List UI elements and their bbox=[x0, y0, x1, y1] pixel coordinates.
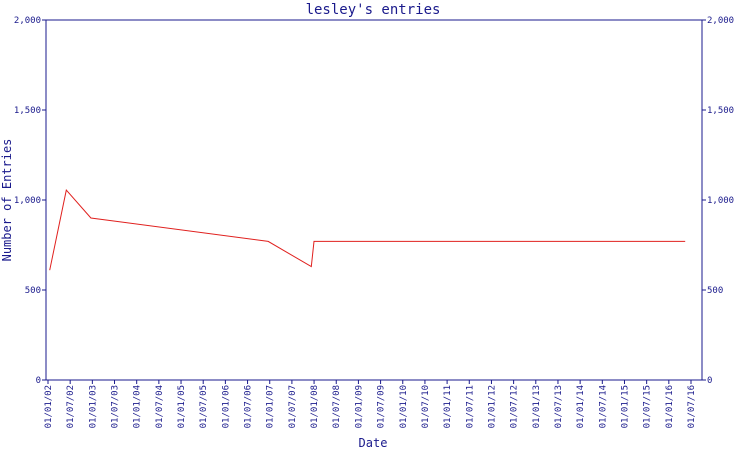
y-tick-label-right: 500 bbox=[707, 286, 723, 296]
y-axis-label: Number of Entries bbox=[0, 139, 14, 262]
y-tick-label-left: 2,000 bbox=[14, 16, 41, 26]
x-tick-label: 01/01/10 bbox=[399, 385, 409, 428]
x-tick-label: 01/01/15 bbox=[620, 385, 630, 428]
x-tick-label: 01/07/02 bbox=[66, 385, 76, 428]
x-tick-label: 01/01/07 bbox=[266, 385, 276, 428]
x-tick-label: 01/07/11 bbox=[465, 385, 475, 428]
x-tick-label: 01/01/02 bbox=[44, 385, 54, 428]
x-tick-label: 01/01/05 bbox=[177, 385, 187, 428]
y-tick-label-left: 1,500 bbox=[14, 106, 41, 116]
x-tick-label: 01/07/10 bbox=[421, 385, 431, 428]
chart-title: lesley's entries bbox=[306, 2, 441, 18]
x-tick-label: 01/07/05 bbox=[199, 385, 209, 428]
x-tick-label: 01/01/13 bbox=[532, 385, 542, 428]
x-tick-label: 01/07/04 bbox=[155, 385, 165, 428]
y-tick-label-left: 500 bbox=[25, 286, 41, 296]
x-tick-label: 01/07/08 bbox=[332, 385, 342, 428]
x-tick-label: 01/01/03 bbox=[88, 385, 98, 428]
x-tick-label: 01/01/16 bbox=[665, 385, 675, 428]
plot-frame bbox=[45, 19, 703, 381]
y-axis-ticks: 0 0 500 500 1,000 1,000 1,500 1,500 2,000 2,000 bbox=[14, 16, 734, 386]
y-tick-label-right: 2,000 bbox=[707, 16, 734, 26]
x-tick-label: 01/07/06 bbox=[244, 385, 254, 428]
series-line-0 bbox=[49, 189, 686, 271]
x-tick-label: 01/01/11 bbox=[443, 385, 453, 428]
y-tick-label-right: 0 bbox=[707, 376, 712, 386]
x-tick-label: 01/01/12 bbox=[487, 385, 497, 428]
y-tick-label-right: 1,000 bbox=[707, 196, 734, 206]
x-tick-label: 01/07/09 bbox=[377, 385, 387, 428]
x-tick-label: 01/07/03 bbox=[111, 385, 121, 428]
y-tick-label-left: 1,000 bbox=[14, 196, 41, 206]
x-axis-label: Date bbox=[359, 436, 388, 450]
x-tick-label: 01/01/09 bbox=[354, 385, 364, 428]
x-tick-label: 01/01/08 bbox=[310, 385, 320, 428]
x-tick-label: 01/01/06 bbox=[221, 385, 231, 428]
x-tick-label: 01/07/13 bbox=[554, 385, 564, 428]
x-tick-label: 01/07/14 bbox=[598, 385, 608, 428]
x-tick-label: 01/07/16 bbox=[687, 385, 697, 428]
x-tick-label: 01/07/12 bbox=[510, 385, 520, 428]
x-tick-label: 01/01/14 bbox=[576, 385, 586, 428]
y-tick-label-left: 0 bbox=[36, 376, 41, 386]
y-tick-label-right: 1,500 bbox=[707, 106, 734, 116]
series-lines bbox=[49, 189, 686, 271]
x-tick-label: 01/07/07 bbox=[288, 385, 298, 428]
x-tick-label: 01/07/15 bbox=[643, 385, 653, 428]
x-tick-label: 01/01/04 bbox=[133, 385, 143, 428]
x-axis-ticks: 01/01/02 01/07/02 01/01/03 01/07/03 01/01/04… bbox=[44, 380, 697, 428]
